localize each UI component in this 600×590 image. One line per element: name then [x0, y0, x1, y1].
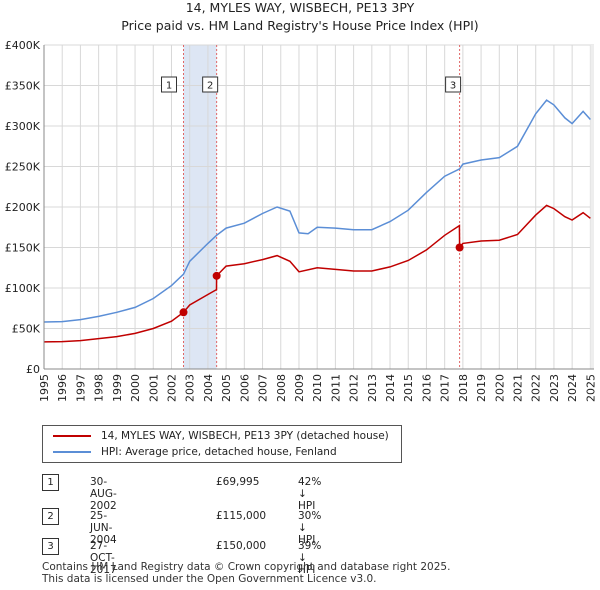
- transaction-point-1: [179, 308, 188, 317]
- y-tick-label: £350K: [5, 80, 41, 93]
- transaction-box-label-3: 3: [450, 81, 456, 92]
- x-tick-label: 2019: [475, 374, 488, 402]
- x-tick-label: 2003: [184, 374, 197, 402]
- x-tick-label: 1996: [56, 374, 69, 402]
- transaction-price: £69,995: [216, 476, 260, 488]
- x-tick-label: 2006: [238, 374, 251, 402]
- x-tick-label: 2008: [275, 374, 288, 402]
- transaction-box-2: [202, 76, 219, 93]
- property-series-line: [43, 204, 591, 343]
- transaction-hpi-diff: 42% ↓ HPI: [298, 476, 322, 512]
- x-tick-label: 1995: [38, 374, 51, 402]
- legend-swatch-hpi: [53, 451, 91, 453]
- legend-swatch-property: [53, 435, 91, 437]
- hpi-series-line: [43, 99, 591, 323]
- y-tick-label: £0: [26, 363, 40, 376]
- x-tick-label: 2004: [202, 374, 215, 402]
- chart-title: 14, MYLES WAY, WISBECH, PE13 3PY: [185, 0, 415, 15]
- future-area: [590, 45, 594, 369]
- transaction-point-2: [212, 271, 221, 280]
- y-tick-label: £200K: [5, 201, 41, 214]
- x-tick-label: 2011: [329, 374, 342, 402]
- transaction-number: 3: [42, 538, 59, 555]
- x-tick-label: 1999: [111, 374, 124, 402]
- x-tick-label: 2015: [402, 374, 415, 402]
- price-chart: 1 2 3 £0 £50K £100K £150K £200K £250K £300K £350K £…: [5, 39, 598, 402]
- x-tick-label: 2000: [129, 374, 142, 402]
- x-tick-label: 2012: [348, 374, 361, 402]
- legend-label-property: 14, MYLES WAY, WISBECH, PE13 3PY (detach…: [101, 430, 389, 442]
- x-tick-label: 2005: [220, 374, 233, 402]
- transaction-date: 25-JUN-2004: [90, 510, 117, 546]
- transaction-box-1: [161, 76, 178, 93]
- chart-subtitle: Price paid vs. HM Land Registry's House …: [121, 18, 479, 33]
- x-tick-label: 2010: [311, 374, 324, 402]
- x-tick-label: 2001: [147, 374, 160, 402]
- transaction-date: 27-OCT-2017: [90, 540, 117, 576]
- footer-copyright: Contains HM Land Registry data © Crown c…: [42, 561, 451, 573]
- x-tick-label: 2022: [530, 374, 543, 402]
- transaction-box-label-2: 2: [207, 81, 213, 92]
- transaction-price: £115,000: [216, 510, 267, 522]
- legend-item-property: 14, MYLES WAY, WISBECH, PE13 3PY (detach…: [53, 429, 389, 443]
- x-tick-label: 2017: [439, 374, 452, 402]
- x-tick-label: 2013: [366, 374, 379, 402]
- transaction-box-3: [445, 76, 462, 93]
- x-tick-label: 1997: [74, 374, 87, 402]
- transaction-number: 2: [42, 508, 59, 525]
- footer-licence: This data is licensed under the Open Gov…: [42, 573, 377, 585]
- x-tick-label: 1998: [93, 374, 106, 402]
- x-tick-label: 2020: [493, 374, 506, 402]
- transaction-number: 1: [42, 474, 59, 491]
- x-tick-label: 2021: [512, 374, 525, 402]
- x-tick-label: 2014: [384, 374, 397, 402]
- legend-item-hpi: HPI: Average price, detached house, Fenl…: [53, 445, 337, 459]
- y-tick-label: £250K: [5, 161, 41, 174]
- y-tick-label: £150K: [5, 242, 41, 255]
- legend-label-hpi: HPI: Average price, detached house, Fenl…: [101, 446, 337, 458]
- y-tick-label: £400K: [5, 39, 41, 52]
- x-tick-label: 2024: [566, 374, 579, 402]
- y-tick-label: £100K: [5, 282, 41, 295]
- y-tick-label: £300K: [5, 120, 41, 133]
- transaction-hpi-diff: 39% ↓ HPI: [298, 540, 322, 576]
- x-tick-label: 2016: [420, 374, 433, 402]
- x-tick-label: 2007: [257, 374, 270, 402]
- x-tick-label: 2023: [548, 374, 561, 402]
- transaction-hpi-diff: 30% ↓ HPI: [298, 510, 322, 546]
- transaction-date: 30-AUG-2002: [90, 476, 117, 512]
- x-tick-label: 2002: [165, 374, 178, 402]
- x-tick-label: 2018: [457, 374, 470, 402]
- x-tick-label: 2009: [293, 374, 306, 402]
- transaction-point-3: [455, 243, 464, 252]
- chart-legend: 14, MYLES WAY, WISBECH, PE13 3PY (detach…: [42, 425, 402, 463]
- x-tick-label: 2025: [584, 374, 597, 402]
- transaction-price: £150,000: [216, 540, 267, 552]
- y-tick-label: £50K: [12, 323, 41, 336]
- transaction-box-label-1: 1: [166, 81, 172, 92]
